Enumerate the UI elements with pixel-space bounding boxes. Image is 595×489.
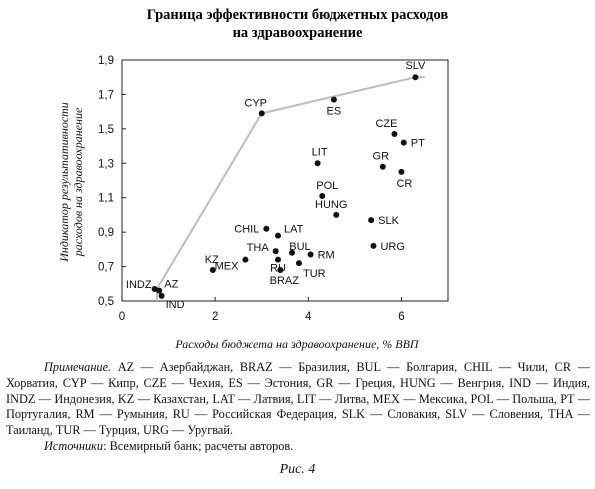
point-pol — [319, 192, 326, 199]
x-tick-label: 2 — [212, 311, 218, 323]
point-es — [330, 96, 337, 103]
point-chil — [263, 225, 270, 232]
point-label-mex: MEX — [215, 261, 240, 273]
point-label-tha: THA — [247, 242, 270, 254]
point-label-cyp: CYP — [244, 97, 267, 109]
point-rm — [307, 251, 314, 258]
point-urg — [370, 242, 377, 249]
sources-text: : Всемирный банк; расчеты авторов. — [103, 438, 294, 453]
point-tur — [295, 260, 302, 267]
point-label-urg: URG — [380, 241, 404, 253]
note-text-rest: CR — Хорватия, CYP — Кипр, CZE — Чехия, … — [6, 360, 591, 438]
point-label-hung: HUNG — [315, 199, 347, 211]
point-label-pt: PT — [411, 138, 425, 150]
point-label-indz: INDZ — [126, 279, 152, 291]
x-tick-label: 6 — [398, 311, 404, 323]
point-ind — [158, 292, 165, 299]
point-label-lat: LAT — [284, 224, 304, 236]
point-label-lit: LIT — [312, 146, 328, 158]
point-label-slv: SLV — [405, 60, 426, 72]
point-label-ind: IND — [166, 299, 185, 311]
note-text-first: AZ — Азербайджан, BRAZ — Бразилия, BUL —… — [117, 360, 549, 374]
x-axis-label: Расходы бюджета на здравоохранение, % ВВ… — [174, 337, 420, 351]
point-label-pol: POL — [316, 180, 338, 192]
point-mex — [242, 256, 249, 263]
y-tick-label: 1,9 — [98, 55, 114, 67]
point-cze — [391, 131, 398, 138]
y-tick-label: 1,5 — [98, 124, 114, 136]
point-label-cr: CR — [396, 178, 412, 190]
point-label-rm: RM — [318, 250, 335, 262]
point-slv — [412, 74, 419, 81]
sources-paragraph: Источники: Всемирный банк; расчеты автор… — [6, 439, 590, 455]
point-label-tur: TUR — [303, 268, 326, 280]
point-label-kz: KZ — [205, 254, 219, 266]
y-axis-label-line2: расходов на здравоохранение — [71, 107, 85, 257]
y-tick-label: 0,9 — [98, 227, 114, 239]
point-lat — [275, 232, 282, 239]
point-kz — [209, 267, 216, 274]
point-label-es: ES — [327, 106, 342, 118]
efficiency-frontier-line — [155, 76, 425, 301]
sources-label: Источники — [44, 438, 104, 453]
point-label-braz: BRAZ — [270, 275, 300, 287]
point-slk — [368, 217, 375, 224]
point-label-gr: GR — [373, 151, 390, 163]
data-points: SLV ES CYP CZE PT LIT GR CR POL HUNG SLK CHIL LAT URG… — [126, 60, 426, 311]
point-cyp — [258, 110, 265, 117]
point-label-slk: SLK — [378, 215, 399, 227]
point-hung — [333, 211, 340, 218]
point-label-bul: BUL — [289, 241, 310, 253]
y-tick-label: 0,5 — [98, 296, 114, 308]
point-indz — [151, 285, 158, 292]
point-label-chil: CHIL — [234, 224, 259, 236]
point-label-az: AZ — [164, 279, 178, 291]
notes: Примечание. AZ — Азербайджан, BRAZ — Бра… — [6, 360, 590, 455]
chart-title-line1: Граница эффективности бюджетных расходов — [147, 7, 449, 23]
point-pt — [400, 139, 407, 146]
y-tick-label: 1,3 — [98, 158, 114, 170]
point-lit — [314, 160, 321, 167]
chart-title-line2: на здравоохранение — [233, 25, 363, 41]
plot-frame — [121, 59, 449, 302]
point-cr — [398, 168, 405, 175]
point-ru — [275, 256, 282, 263]
note-paragraph: Примечание. AZ — Азербайджан, BRAZ — Бра… — [6, 360, 590, 439]
point-az — [156, 287, 163, 294]
point-gr — [379, 163, 386, 170]
point-braz — [277, 267, 284, 274]
point-label-cze: CZE — [375, 118, 397, 130]
figure-caption: Рис. 4 — [279, 462, 316, 477]
point-tha — [272, 248, 279, 255]
y-tick-label: 1,1 — [98, 193, 114, 205]
y-tick-label: 1,7 — [98, 89, 114, 101]
x-tick-label: 0 — [119, 311, 125, 323]
point-bul — [288, 249, 295, 256]
x-tick-label: 4 — [305, 311, 312, 323]
note-label: Примечание. — [44, 360, 112, 374]
y-tick-label: 0,7 — [98, 262, 114, 274]
axes: 0 2 4 6 0,5 0,7 0,9 1,1 1,3 1,5 1,7 1,9 — [98, 55, 449, 323]
chart: Граница эффективности бюджетных расходов… — [57, 7, 449, 351]
y-axis-label-line1: Индикатор результативности — [57, 102, 71, 263]
